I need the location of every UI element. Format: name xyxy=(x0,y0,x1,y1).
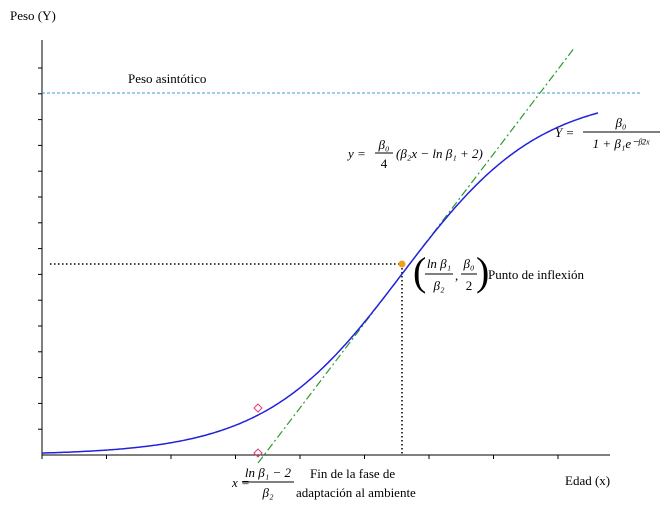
paren: ) xyxy=(476,249,489,294)
formula-part: ln β₁ − 2 xyxy=(245,465,292,480)
x-axis-label: Edad (x) xyxy=(565,473,610,488)
marker-curve xyxy=(253,403,263,413)
point-formula: ( ln β₁ β₂ , β₀ 2 ) xyxy=(413,249,489,294)
logistic-curve xyxy=(41,112,599,454)
adaptation-label: adaptación al ambiente xyxy=(296,485,416,500)
formula-part: (β₂x − ln β₁ + 2) xyxy=(396,146,483,161)
adaptation-label: Fin de la fase de xyxy=(310,466,395,481)
formula-part: β₂ xyxy=(433,278,445,293)
formula-part: 2 xyxy=(466,278,473,293)
axes xyxy=(38,40,610,459)
x-formula: x = ln β₁ − 2 β₂ xyxy=(231,465,294,500)
asymptote-label: Peso asintótico xyxy=(128,71,206,86)
formula-part: ln β₁ xyxy=(427,256,451,271)
tangent-formula: y = β₀ 4 (β₂x − ln β₁ + 2) xyxy=(346,137,483,171)
curve-formula: Y = β₀ 1 + β₁e⁻ᵝ²ˣ xyxy=(555,115,660,151)
formula-part: Y = xyxy=(555,125,574,140)
formula-part: 1 + β₁e⁻ᵝ²ˣ xyxy=(593,136,650,151)
formula-part: β₀ xyxy=(615,115,627,130)
formula-part: β₀ xyxy=(463,256,475,271)
formula-part: x = xyxy=(231,475,250,490)
inflection-label: Punto de inflexión xyxy=(488,267,585,282)
formula-part: 4 xyxy=(381,156,388,171)
formula-part: y = xyxy=(346,146,366,161)
formula-part: , xyxy=(455,268,458,283)
paren: ( xyxy=(413,249,426,294)
formula-part: β₂ xyxy=(262,485,274,500)
marker-axis xyxy=(253,448,263,458)
y-axis-label: Peso (Y) xyxy=(10,8,56,23)
formula-part: β₀ xyxy=(378,137,390,152)
inflection-point xyxy=(398,260,406,268)
ticks xyxy=(38,67,559,459)
